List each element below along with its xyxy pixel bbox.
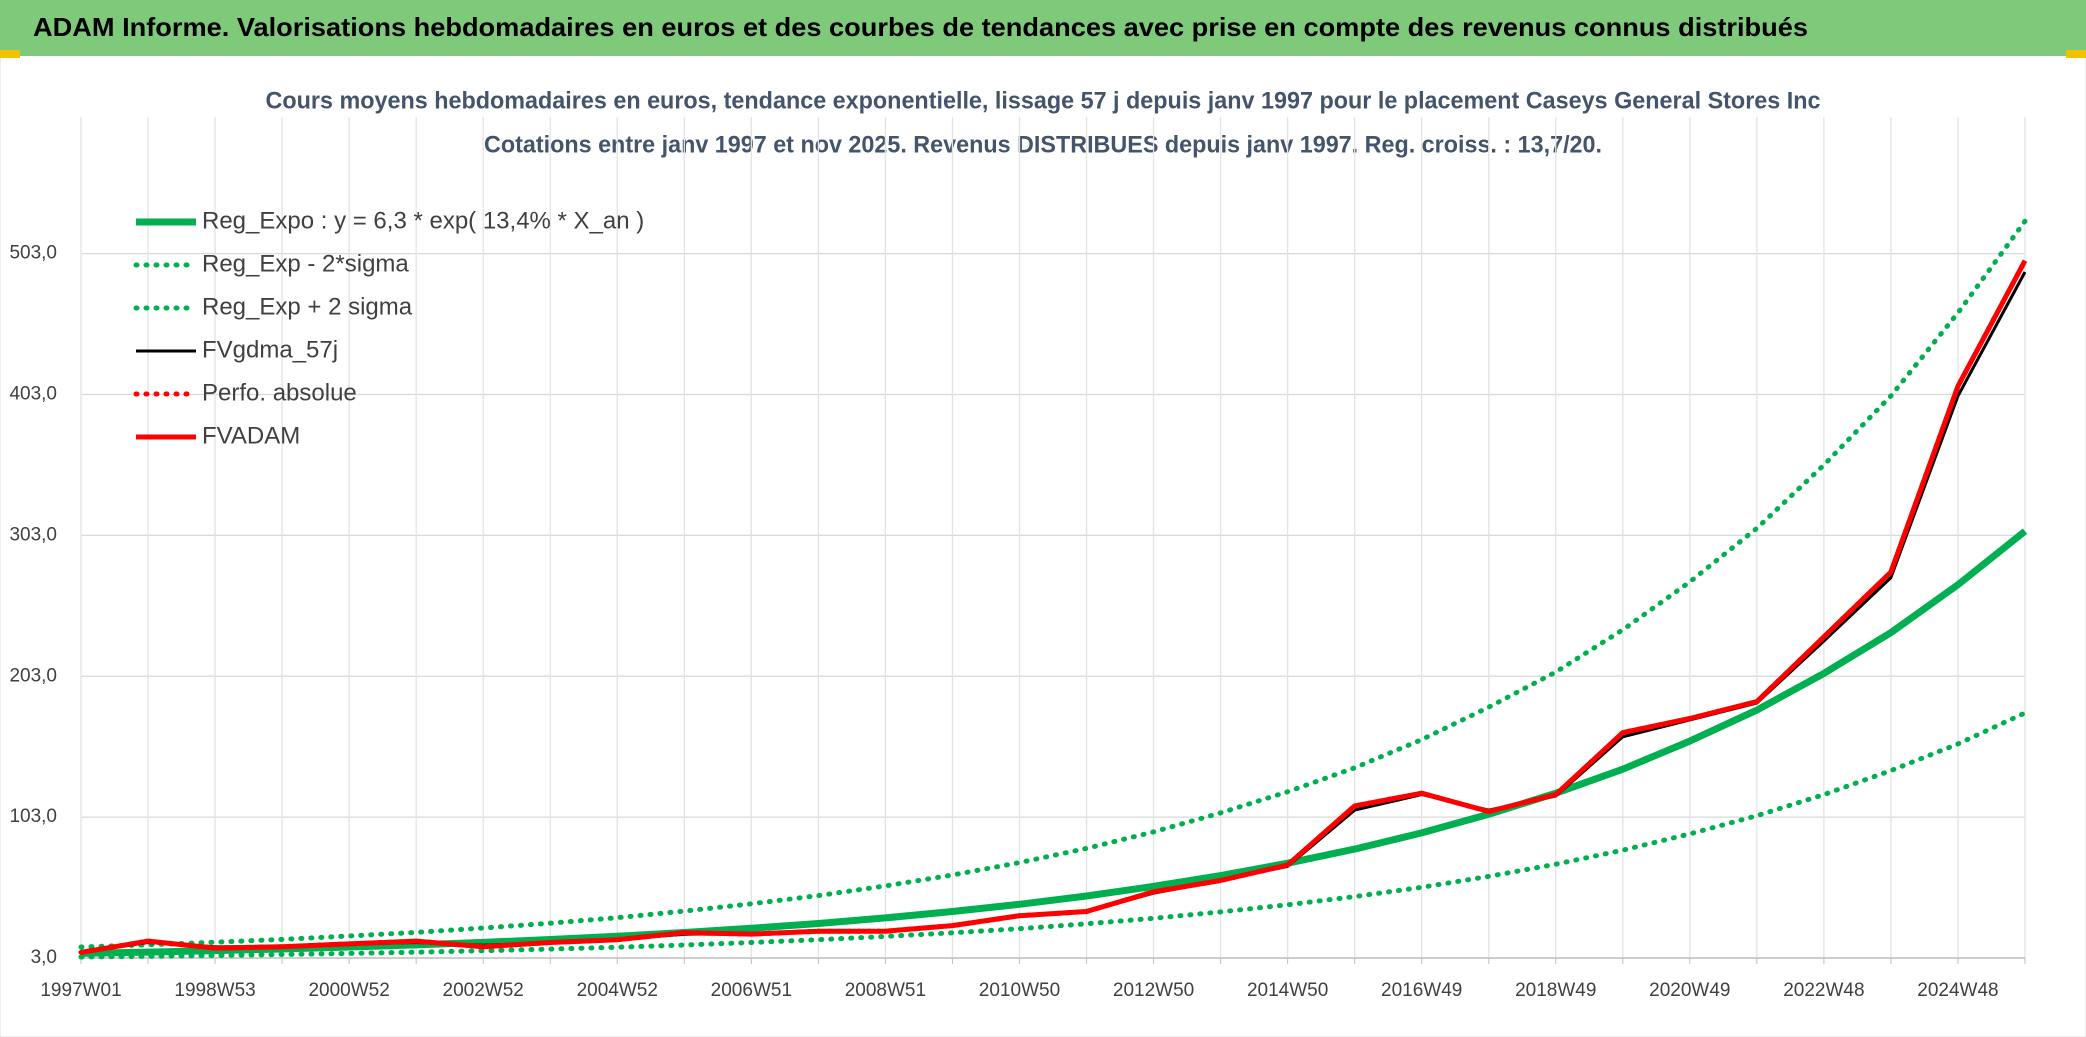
x-tick-label: 2018W49 <box>1515 980 1596 1001</box>
x-tick-label: 2000W52 <box>308 980 389 1001</box>
chart-subtitle: Cotations entre janv 1997 et nov 2025. R… <box>484 131 1602 158</box>
x-tick-label: 2008W51 <box>845 980 926 1001</box>
legend-label: Reg_Exp - 2*sigma <box>202 250 409 277</box>
y-tick-label: 403,0 <box>9 384 57 405</box>
legend-label: FVgdma_57j <box>202 336 338 363</box>
x-tick-label: 2010W50 <box>979 980 1060 1001</box>
y-tick-label: 3,0 <box>31 947 57 968</box>
x-tick-label: 2020W49 <box>1649 980 1730 1001</box>
series-line <box>80 259 2028 955</box>
chart-title: Cours moyens hebdomadaires en euros, ten… <box>266 87 1821 114</box>
y-tick-label: 203,0 <box>9 665 57 686</box>
x-tick-label: 2016W49 <box>1381 980 1462 1001</box>
legend-label: Reg_Expo : y = 6,3 * exp( 13,4% * X_an ) <box>202 207 644 234</box>
x-tick-label: 2002W52 <box>443 980 524 1001</box>
series-line <box>78 710 2028 960</box>
header-bar <box>0 0 2086 56</box>
x-tick-label: 1997W01 <box>40 980 121 1001</box>
y-tick-label: 303,0 <box>9 524 57 545</box>
x-tick-label: 2024W48 <box>1917 980 1998 1001</box>
x-tick-label: 1998W53 <box>174 980 255 1001</box>
legend-label: Perfo. absolue <box>202 379 357 406</box>
y-tick-label: 503,0 <box>9 243 57 264</box>
series-line <box>78 218 2028 950</box>
header-title: ADAM Informe. Valorisations hebdomadaire… <box>33 12 1808 42</box>
series-line <box>80 528 2028 957</box>
x-tick-label: 2012W50 <box>1113 980 1194 1001</box>
x-tick-label: 2014W50 <box>1247 980 1328 1001</box>
corner <box>0 50 20 58</box>
legend-label: Reg_Exp + 2 sigma <box>202 293 413 320</box>
legend-label: FVADAM <box>202 422 300 449</box>
x-tick-label: 2004W52 <box>577 980 658 1001</box>
x-tick-label: 2006W51 <box>711 980 792 1001</box>
x-tick-label: 2022W48 <box>1783 980 1864 1001</box>
y-tick-label: 103,0 <box>9 806 57 827</box>
corner <box>2066 50 2086 58</box>
